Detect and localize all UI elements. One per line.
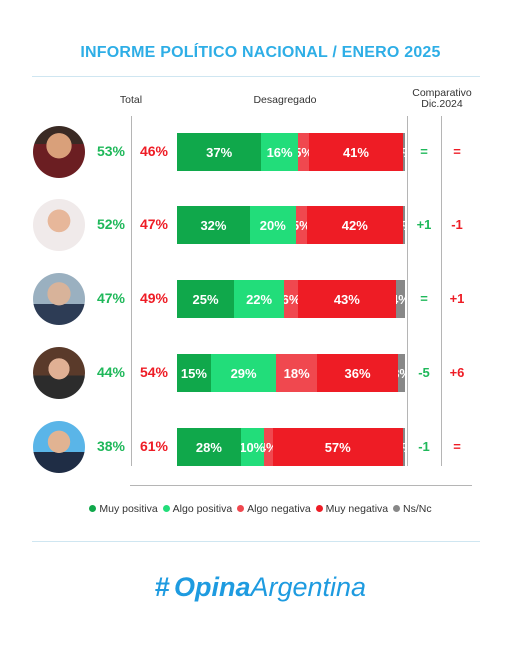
divider-total — [131, 116, 132, 466]
comparativo-positive: -1 — [418, 439, 430, 454]
chart-row: 44% 54% 15%29%18%36%3% -5 +6 — [0, 347, 521, 403]
comparativo-negative: = — [453, 439, 461, 454]
comparativo-positive: +1 — [416, 217, 432, 232]
page-title: INFORME POLÍTICO NACIONAL / ENERO 2025 — [80, 44, 441, 61]
segment-muy-negativa: 41% — [309, 133, 403, 171]
segment-muy-negativa: 43% — [297, 280, 396, 318]
stacked-bar: 15%29%18%36%3% — [177, 354, 405, 392]
segment-algo-positiva: 22% — [234, 280, 285, 318]
total-positive: 53% — [96, 143, 126, 159]
legend-dot-icon — [237, 504, 245, 512]
segment-algo-positiva: 20% — [249, 206, 296, 244]
comparativo-positive: = — [420, 291, 428, 306]
legend-item-algo-positiva: Algo positiva — [162, 503, 232, 515]
bottom-divider — [32, 541, 480, 542]
comparativo-negative: +1 — [449, 291, 465, 306]
header-total: Total — [119, 94, 143, 106]
segment-ns-nc: 3% — [398, 354, 405, 392]
divider-comparativo-right — [441, 116, 442, 466]
legend-item-algo-negativa: Algo negativa — [237, 503, 311, 515]
segment-algo-positiva: 29% — [210, 354, 277, 392]
logo-hash: # — [154, 572, 170, 602]
stacked-bar: 25%22%6%43%4% — [177, 280, 405, 318]
avatar — [33, 421, 85, 473]
avatar — [33, 126, 85, 178]
total-negative: 61% — [139, 438, 169, 454]
header-comparativo: Comparativo Dic.2024 — [400, 88, 484, 110]
segment-algo-negativa: 18% — [276, 354, 317, 392]
legend-dot-icon — [89, 504, 97, 512]
chart-row: 52% 47% 32%20%5%42%1% +1 -1 — [0, 199, 521, 255]
divider-comparativo-left — [407, 116, 408, 466]
total-positive: 38% — [96, 438, 126, 454]
total-negative: 54% — [139, 364, 169, 380]
chart-row: 53% 46% 37%16%5%41%1% = = — [0, 126, 521, 182]
segment-algo-negativa: 6% — [284, 280, 298, 318]
avatar — [33, 273, 85, 325]
header-comparativo-title: Comparativo — [412, 87, 472, 99]
brand-logo: # OpinaArgentina — [0, 572, 521, 603]
segment-muy-negativa: 42% — [306, 206, 403, 244]
comparativo-negative: +6 — [449, 365, 465, 380]
legend-dot-icon — [393, 504, 401, 512]
logo-part-1: Opina — [173, 572, 251, 602]
segment-algo-negativa: 5% — [297, 133, 310, 171]
segment-muy-positiva: 15% — [177, 354, 211, 392]
chart-bottom-line — [130, 485, 472, 486]
comparativo-positive: -5 — [418, 365, 430, 380]
chart-row: 47% 49% 25%22%6%43%4% = +1 — [0, 273, 521, 329]
total-negative: 49% — [139, 290, 169, 306]
logo-part-2: Argentina — [250, 572, 367, 602]
segment-ns-nc: 4% — [395, 280, 405, 318]
top-divider — [32, 76, 480, 77]
segment-algo-negativa: 4% — [263, 428, 273, 466]
legend-item-muy-negativa: Muy negativa — [315, 503, 388, 515]
header-comparativo-sub: Dic.2024 — [421, 98, 463, 110]
stacked-bar: 37%16%5%41%1% — [177, 133, 405, 171]
total-negative: 46% — [139, 143, 169, 159]
legend-item-muy-positiva: Muy positiva — [89, 503, 158, 515]
segment-muy-positiva: 37% — [177, 133, 262, 171]
total-positive: 52% — [96, 216, 126, 232]
segment-algo-negativa: 5% — [295, 206, 307, 244]
legend-item-ns-nc: Ns/Nc — [393, 503, 432, 515]
segment-algo-positiva: 10% — [240, 428, 264, 466]
header-desagregado: Desagregado — [253, 94, 317, 106]
stacked-bar: 28%10%4%57%1% — [177, 428, 405, 466]
comparativo-negative: = — [453, 144, 461, 159]
segment-muy-positiva: 25% — [177, 280, 234, 318]
segment-muy-negativa: 57% — [272, 428, 403, 466]
total-positive: 44% — [96, 364, 126, 380]
total-negative: 47% — [139, 216, 169, 232]
segment-muy-positiva: 28% — [177, 428, 241, 466]
legend: Muy positiva Algo positiva Algo negativa… — [0, 503, 521, 515]
legend-dot-icon — [315, 504, 323, 512]
total-positive: 47% — [96, 290, 126, 306]
segment-muy-negativa: 36% — [316, 354, 399, 392]
segment-ns-nc: 1% — [402, 206, 405, 244]
avatar — [33, 199, 85, 251]
legend-dot-icon — [162, 504, 170, 512]
chart-row: 38% 61% 28%10%4%57%1% -1 = — [0, 421, 521, 477]
segment-algo-positiva: 16% — [261, 133, 298, 171]
stacked-bar: 32%20%5%42%1% — [177, 206, 405, 244]
segment-ns-nc: 1% — [402, 428, 405, 466]
segment-ns-nc: 1% — [402, 133, 405, 171]
comparativo-positive: = — [420, 144, 428, 159]
avatar — [33, 347, 85, 399]
comparativo-negative: -1 — [451, 217, 463, 232]
segment-muy-positiva: 32% — [177, 206, 250, 244]
